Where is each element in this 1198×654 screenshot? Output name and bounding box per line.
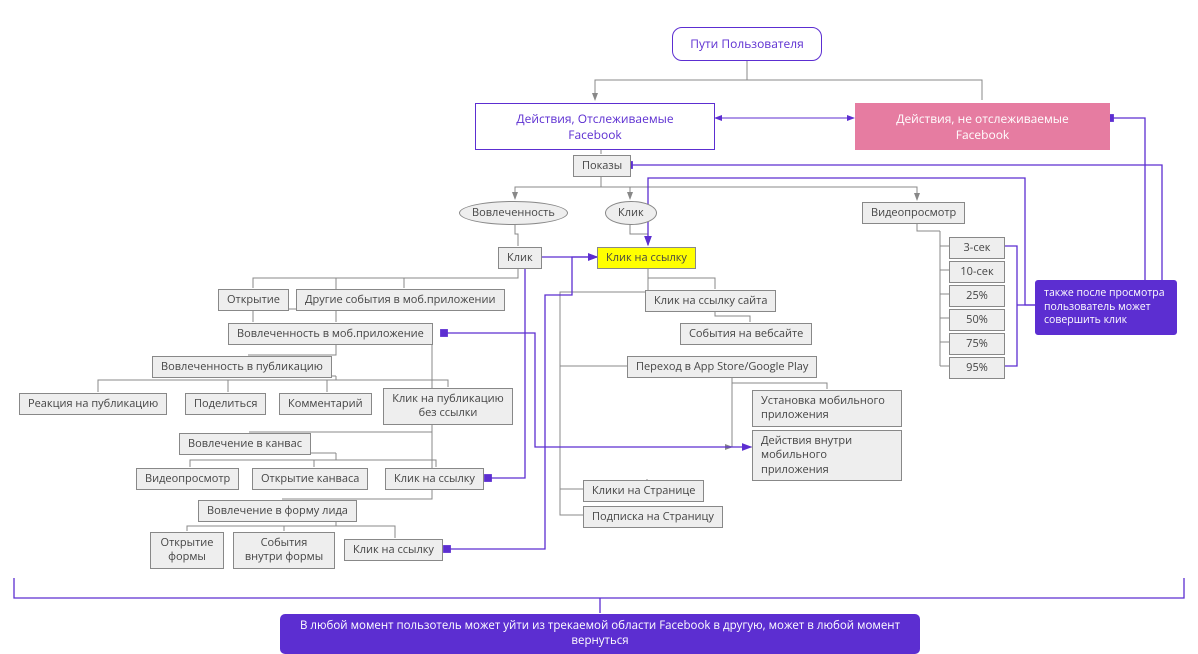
tracked-node: Действия, Отслеживаемые Facebook — [475, 103, 715, 150]
app-install-node: Установка мобильного приложения — [752, 390, 902, 427]
link-click3-node: Клик на ссылку — [344, 539, 443, 561]
site-click-node: Клик на ссылку сайта — [645, 290, 776, 312]
sec3-node: 3-сек — [949, 237, 1005, 259]
sec10-node: 10-сек — [949, 261, 1005, 283]
untracked-node: Действия, не отслеживаемые Facebook — [855, 103, 1110, 150]
root-node: Пути Пользователя — [672, 27, 822, 61]
form-open-node: Открытие формы — [150, 532, 224, 569]
footer-note: В любой момент пользотель может уйти из … — [280, 614, 920, 654]
videonote-node: также после просмотра пользователь может… — [1035, 280, 1177, 335]
canvas-engage-node: Вовлечение в канвас — [179, 433, 311, 455]
pub-engage-node: Вовлеченность в публикацию — [152, 356, 332, 378]
other-events-node: Другие события в моб.приложении — [296, 289, 505, 311]
video-view2-node: Видеопросмотр — [136, 468, 239, 490]
link-click2-node: Клик на ссылку — [385, 468, 484, 490]
open-node: Открытие — [218, 289, 289, 311]
site-events-node: События на вебсайте — [680, 323, 812, 345]
lead-engage-node: Вовлечение в форму лида — [198, 500, 357, 522]
comment-node: Комментарий — [279, 393, 372, 415]
page-clicks-node: Клики на Странице — [583, 480, 704, 502]
pub-click-node: Клик на публикацию без ссылки — [383, 388, 513, 425]
videoview-node: Видеопросмотр — [862, 202, 965, 224]
p95-node: 95% — [949, 357, 1005, 379]
appstore-node: Переход в App Store/Google Play — [627, 356, 817, 378]
pub-react-node: Реакция на публикацию — [19, 393, 167, 415]
form-events-node: События внутри формы — [233, 532, 335, 569]
p25-node: 25% — [949, 285, 1005, 307]
p50-node: 50% — [949, 309, 1005, 331]
canvas-open-node: Открытие канваса — [252, 468, 368, 490]
page-follow-node: Подписка на Страницу — [583, 506, 723, 528]
p75-node: 75% — [949, 333, 1005, 355]
click1-node: Клик — [605, 201, 657, 225]
engagement-node: Вовлеченность — [459, 201, 568, 225]
app-actions-node: Действия внутри мобильного приложения — [752, 430, 902, 481]
app-engage-node: Вовлеченность в моб.приложение — [228, 323, 433, 345]
click2-node: Клик — [498, 247, 542, 269]
impressions-node: Показы — [573, 155, 631, 177]
link-click-node: Клик на ссылку — [597, 247, 696, 269]
share-node: Поделиться — [185, 393, 266, 415]
